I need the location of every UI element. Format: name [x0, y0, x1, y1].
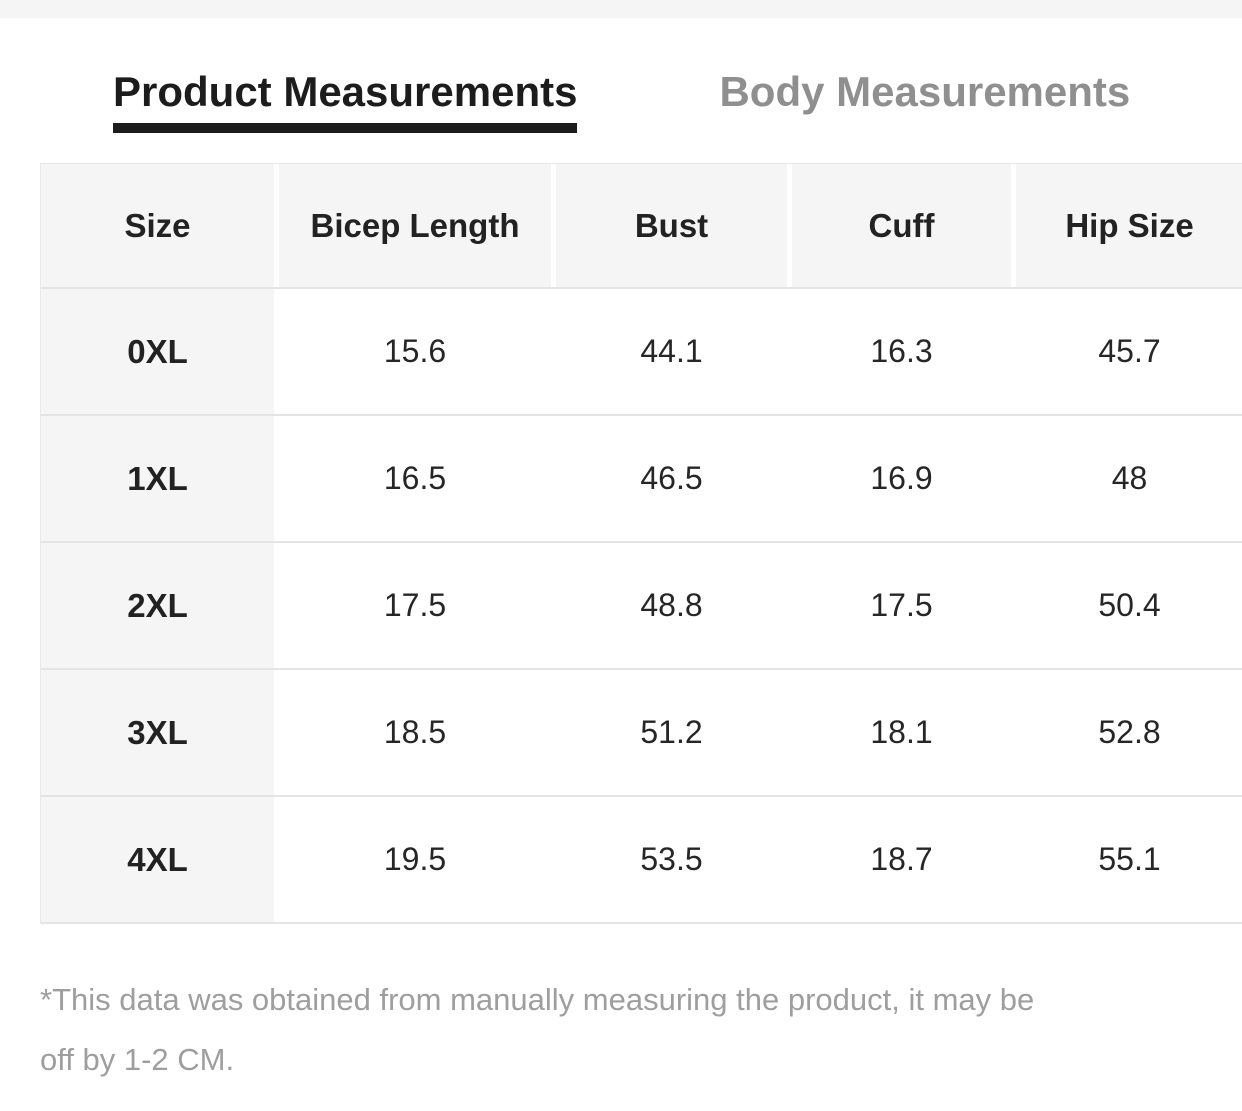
table-cell: 51.2 [556, 670, 787, 795]
table-cell: 55.1 [1016, 797, 1242, 922]
table-cell: 44.1 [556, 289, 787, 414]
size-label: 2XL [41, 543, 274, 668]
table-cell: 18.1 [792, 670, 1011, 795]
size-chart-table: Size Bicep Length Bust Cuff Hip Size 0XL… [40, 163, 1242, 924]
table-cell: 18.5 [279, 670, 551, 795]
table-cell: 52.8 [1016, 670, 1242, 795]
tab-body-measurements[interactable]: Body Measurements [719, 68, 1131, 115]
table-row-4xl: 4XL 19.5 53.5 18.7 55.1 [41, 797, 1242, 924]
table-cell: 45.7 [1016, 289, 1242, 414]
column-header-hip-size: Hip Size [1016, 164, 1242, 287]
column-header-bicep-length: Bicep Length [279, 164, 551, 287]
measurement-disclaimer: *This data was obtained from manually me… [40, 970, 1242, 1090]
table-row-0xl: 0XL 15.6 44.1 16.3 45.7 [41, 289, 1242, 416]
column-header-bust: Bust [556, 164, 787, 287]
table-cell: 16.9 [792, 416, 1011, 541]
table-header-row: Size Bicep Length Bust Cuff Hip Size [41, 164, 1242, 289]
size-label: 4XL [41, 797, 274, 922]
table-cell: 50.4 [1016, 543, 1242, 668]
column-header-size: Size [41, 164, 274, 287]
table-row-1xl: 1XL 16.5 46.5 16.9 48 [41, 416, 1242, 543]
table-row-3xl: 3XL 18.5 51.2 18.1 52.8 [41, 670, 1242, 797]
table-cell: 16.5 [279, 416, 551, 541]
table-cell: 18.7 [792, 797, 1011, 922]
table-cell: 53.5 [556, 797, 787, 922]
disclaimer-line-2: off by 1-2 CM. [40, 1042, 235, 1077]
size-label: 1XL [41, 416, 274, 541]
table-cell: 17.5 [279, 543, 551, 668]
tab-product-measurements[interactable]: Product Measurements [113, 68, 578, 133]
table-cell: 19.5 [279, 797, 551, 922]
measurement-tabs: Product Measurements Body Measurements [113, 68, 1242, 133]
disclaimer-line-1: *This data was obtained from manually me… [40, 982, 1035, 1017]
table-cell: 48.8 [556, 543, 787, 668]
column-header-cuff: Cuff [792, 164, 1011, 287]
top-strip [0, 0, 1242, 18]
table-cell: 15.6 [279, 289, 551, 414]
table-row-2xl: 2XL 17.5 48.8 17.5 50.4 [41, 543, 1242, 670]
table-cell: 17.5 [792, 543, 1011, 668]
table-cell: 46.5 [556, 416, 787, 541]
table-cell: 16.3 [792, 289, 1011, 414]
table-cell: 48 [1016, 416, 1242, 541]
size-label: 3XL [41, 670, 274, 795]
size-label: 0XL [41, 289, 274, 414]
